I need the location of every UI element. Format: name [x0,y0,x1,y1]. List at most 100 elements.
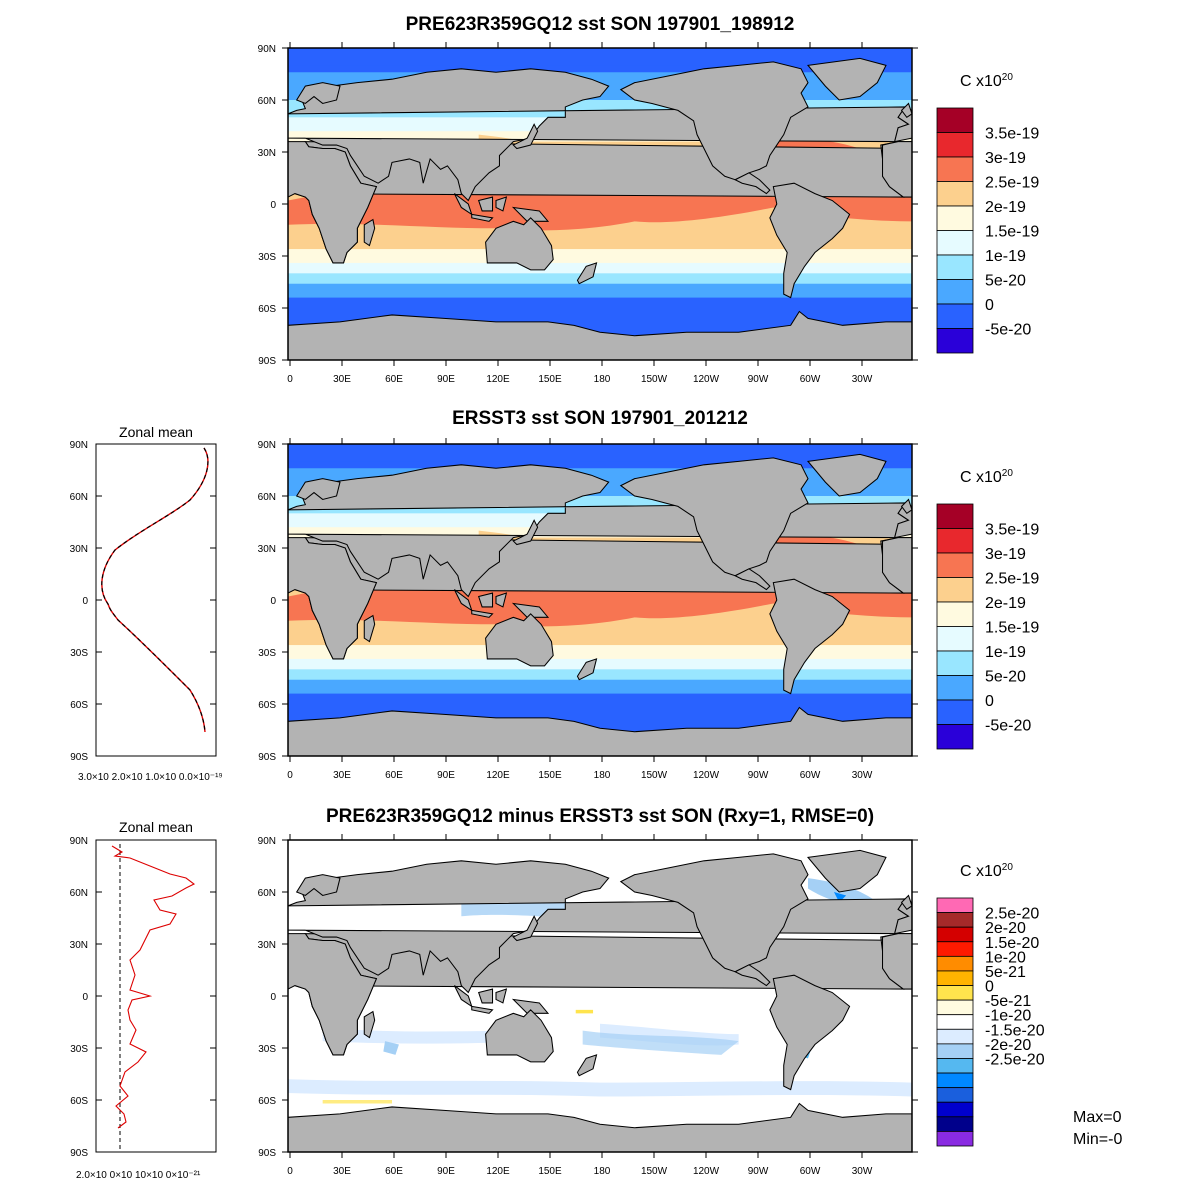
lon-tick-label: 120W [693,770,720,781]
colorbar-label: 1.5e-20 [985,935,1039,952]
lon-tick-label: 120W [693,374,720,385]
lon-tick-label: 30W [852,770,873,781]
colorbar-label: 1e-19 [985,644,1026,661]
colorbar-box [936,303,974,329]
lat-tick-label: 90N [258,440,276,451]
lon-tick-label: 180 [594,1166,611,1177]
zonal-mean-x-tick-labels: 2.0×10 0×10 10×10 0×10⁻²¹ [76,1170,201,1181]
panel-title: PRE623R359GQ12 minus ERSST3 sst SON (Rxy… [326,806,874,827]
lon-tick-label: 90E [437,1166,455,1177]
colorbar-box [936,650,974,676]
colorbar-box [936,626,974,652]
colorbar-label: 5e-20 [985,273,1026,290]
lon-tick-label: 90E [437,374,455,385]
colorbar-label: 1.5e-19 [985,224,1039,241]
lon-tick-label: 150E [538,770,562,781]
colorbar-box [936,132,974,158]
colorbar-box [936,699,974,725]
colorbar-box [936,1116,974,1132]
colorbar-label: 3.5e-19 [985,522,1039,539]
colorbar-label: 0 [985,693,994,710]
panel-model: PRE623R359GQ12 sst SON 197901_198912 0 30… [258,14,1040,385]
lat-tick-label: 90N [258,836,276,847]
zonal-mean-lat-axis: 90N 60N 30N 0 30S 60S 90S [70,836,216,1159]
panel-title: PRE623R359GQ12 sst SON 197901_198912 [406,14,795,35]
colorbar-box [936,897,974,913]
lat-tick-label: 60N [258,492,276,503]
lon-tick-label: 60W [800,374,821,385]
colorbar-label: -5e-20 [985,718,1031,735]
zonal-mean-title: Zonal mean [119,424,193,440]
zonal-mean-lat-axis: 90N 60N 30N 0 30S 60S 90S [70,440,216,763]
colorbar-label: 3e-19 [985,150,1026,167]
colorbar-box [936,912,974,928]
lat-tick-label: 30N [258,148,276,159]
colorbar-box [936,675,974,701]
colorbar-box [936,107,974,133]
colorbar-box [936,230,974,256]
colorbar-box [936,985,974,1001]
colorbar-label: -1e-20 [985,1008,1031,1025]
zonal-mean-diff-line [111,845,196,1129]
colorbar-box [936,577,974,603]
zonal-lat-tick-label: 30N [70,544,88,555]
lat-tick-label: 90N [258,44,276,55]
lon-tick-label: 120W [693,1166,720,1177]
lat-tick-label: 0 [270,596,276,607]
colorbar-box [936,156,974,182]
colorbar-box [936,999,974,1016]
lon-tick-label: 120E [486,770,510,781]
lon-tick-label: 90W [748,770,769,781]
zonal-mean-title: Zonal mean [119,819,193,835]
lon-tick-label: 30E [333,770,351,781]
lon-tick-label: 90W [748,1166,769,1177]
lon-tick-label: 30E [333,1166,351,1177]
colorbar-box [936,552,974,578]
map-frame [287,443,913,757]
stats-min: Min=-0 [1073,1131,1122,1148]
colorbar-label: 2.5e-19 [985,175,1039,192]
zonal-lat-tick-label: 90N [70,440,88,451]
colorbar-unit: C x1020 [960,468,1013,486]
lat-tick-label: 30S [258,252,276,263]
colorbar-box [936,1043,974,1059]
colorbar-box [936,1131,974,1147]
lon-tick-label: 150E [538,374,562,385]
lon-tick-label: 60W [800,770,821,781]
lat-tick-label: 30N [258,940,276,951]
colorbar-box [936,528,974,554]
colorbar-label: 5e-21 [985,964,1026,981]
lon-tick-label: 150W [641,1166,668,1177]
lon-tick-label: 0 [287,1166,293,1177]
lon-tick-label: 90E [437,770,455,781]
lat-tick-label: 60S [258,700,276,711]
colorbar-box [936,941,974,957]
lon-tick-label: 180 [594,770,611,781]
lon-tick-label: 60W [800,1166,821,1177]
zonal-lat-tick-label: 90N [70,836,88,847]
zonal-lat-tick-label: 60S [70,1096,88,1107]
lon-tick-label: 30W [852,374,873,385]
colorbar-box [936,1058,974,1074]
lon-tick-label: 120E [486,1166,510,1177]
colorbar-box [936,601,974,627]
zonal-mean-plot: Zonal mean 90N 60N 30N 0 30S 60S 90S 2.0×10 0×… [70,819,217,1181]
lon-tick-label: 150W [641,374,668,385]
lon-axis: 0 30E 60E 90E 120E 150E 180 150W 120W 90W 60W 30W [287,834,873,1177]
zonal-lat-tick-label: 60N [70,492,88,503]
colorbar: C x1020 2.5e-202e-201.5e-201e-205e-210-5… [936,862,1045,1147]
colorbar-label: -2e-20 [985,1037,1031,1054]
colorbar-label: 5e-20 [985,669,1026,686]
colorbar-box [936,181,974,207]
colorbar-box [936,926,974,943]
colorbar-label: 0 [985,979,994,996]
colorbar-label: -1.5e-20 [985,1022,1045,1039]
lat-tick-label: 60S [258,304,276,315]
lon-tick-label: 0 [287,770,293,781]
colorbar-box [936,1014,974,1030]
lon-tick-label: 150W [641,770,668,781]
panel-title: ERSST3 sst SON 197901_201212 [452,408,748,429]
colorbar-label: 2.5e-20 [985,906,1039,923]
lat-tick-label: 30S [258,1044,276,1055]
